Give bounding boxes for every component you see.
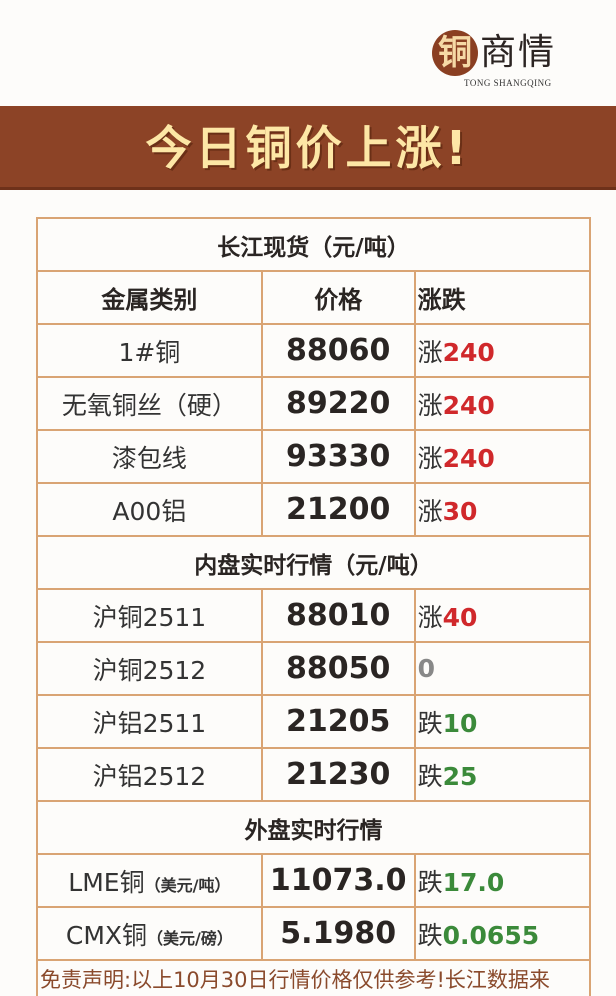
metal-name-text: LME铜 <box>68 867 145 897</box>
change-value: 240 <box>442 337 495 367</box>
column-header: 涨跌 <box>413 270 592 325</box>
metal-name-text: 漆包线 <box>111 443 187 473</box>
change-value: 240 <box>442 390 495 420</box>
metal-name-text: 沪铝2511 <box>92 708 207 738</box>
table-row: 沪铝2511 21205 跌10 <box>36 694 592 749</box>
change-value: 0 <box>417 654 436 683</box>
metal-name: 沪铝2512 <box>36 747 263 802</box>
section-title: 内盘实时行情（元/吨） <box>36 535 591 590</box>
change-direction: 涨 <box>417 496 443 526</box>
logo-pinyin: TONG SHANGQING <box>464 78 552 88</box>
change: 涨40 <box>413 588 592 643</box>
price: 21200 <box>260 482 416 537</box>
headline-title: 今日铜价上涨! <box>145 121 471 175</box>
change: 0 <box>413 641 592 696</box>
change-direction: 跌 <box>417 867 443 897</box>
disclaimer: 免责声明:以上10月30日行情价格仅供参考!长江数据来 <box>36 959 591 996</box>
metal-name-text: 无氧铜丝（硬） <box>61 390 237 420</box>
change-direction: 跌 <box>417 708 443 738</box>
metal-name: CMX铜（美元/磅） <box>36 906 263 961</box>
change-value: 240 <box>442 443 495 473</box>
table-row: 沪铜2512 88050 0 <box>36 641 592 696</box>
table-row: 1#铜 88060 涨240 <box>36 323 592 378</box>
change-direction: 跌 <box>417 920 443 950</box>
table-row: CMX铜（美元/磅） 5.1980 跌0.0655 <box>36 906 592 961</box>
change-value: 25 <box>442 761 478 791</box>
metal-name-text: 1#铜 <box>118 337 181 367</box>
metal-name: 沪铜2511 <box>36 588 263 643</box>
section-title: 外盘实时行情 <box>36 800 591 855</box>
headline-banner: 今日铜价上涨! <box>0 106 616 190</box>
change-direction: 涨 <box>417 602 443 632</box>
metal-name: 无氧铜丝（硬） <box>36 376 263 431</box>
table-row: 漆包线 93330 涨240 <box>36 429 592 484</box>
change-value: 40 <box>442 602 478 632</box>
metal-name: 1#铜 <box>36 323 263 378</box>
table-row: 沪铜2511 88010 涨40 <box>36 588 592 643</box>
metal-name: LME铜（美元/吨） <box>36 853 263 908</box>
change-direction: 涨 <box>417 337 443 367</box>
unit-label: （美元/吨） <box>144 875 231 895</box>
price: 88060 <box>260 323 416 378</box>
price: 21230 <box>260 747 416 802</box>
logo: 铜 商情 TONG SHANGQING <box>430 24 580 94</box>
metal-name: 漆包线 <box>36 429 263 484</box>
change: 涨30 <box>413 482 592 537</box>
section-title-row: 内盘实时行情（元/吨） <box>36 535 591 590</box>
unit-label: （美元/磅） <box>147 928 233 948</box>
change: 涨240 <box>413 429 592 484</box>
logo-name: 商情 <box>480 32 557 73</box>
change-direction: 跌 <box>417 761 443 791</box>
price: 89220 <box>260 376 416 431</box>
table-row: A00铝 21200 涨30 <box>36 482 592 537</box>
section-title-row: 长江现货（元/吨） <box>36 217 591 272</box>
price: 88050 <box>260 641 416 696</box>
section-title-row: 外盘实时行情 <box>36 800 591 855</box>
metal-name-text: 沪铝2512 <box>92 761 207 791</box>
section-title: 长江现货（元/吨） <box>36 217 591 272</box>
price: 5.1980 <box>260 906 416 961</box>
metal-name-text: 沪铜2511 <box>92 602 207 632</box>
change: 涨240 <box>413 323 592 378</box>
change-value: 0.0655 <box>442 920 540 950</box>
price: 21205 <box>260 694 416 749</box>
change: 跌17.0 <box>413 853 592 908</box>
metal-name-text: A00铝 <box>112 496 187 526</box>
change-direction: 涨 <box>417 390 443 420</box>
metal-name: 沪铝2511 <box>36 694 263 749</box>
metal-name-text: 沪铜2512 <box>92 655 207 685</box>
metal-name-text: CMX铜 <box>65 920 148 950</box>
change: 跌25 <box>413 747 592 802</box>
change: 涨240 <box>413 376 592 431</box>
price: 93330 <box>260 429 416 484</box>
change-value: 17.0 <box>442 867 505 897</box>
disclaimer-row: 免责声明:以上10月30日行情价格仅供参考!长江数据来 <box>36 959 591 996</box>
table-row: LME铜（美元/吨） 11073.0 跌17.0 <box>36 853 592 908</box>
metal-name: A00铝 <box>36 482 263 537</box>
logo-mark: 铜 <box>432 30 478 76</box>
metal-name: 沪铜2512 <box>36 641 263 696</box>
change-value: 10 <box>442 708 478 738</box>
price: 11073.0 <box>260 853 416 908</box>
column-header: 价格 <box>260 270 416 325</box>
price: 88010 <box>260 588 416 643</box>
change: 跌0.0655 <box>413 906 592 961</box>
column-header: 金属类别 <box>36 270 263 325</box>
table-row: 无氧铜丝（硬） 89220 涨240 <box>36 376 592 431</box>
table-row: 沪铝2512 21230 跌25 <box>36 747 592 802</box>
change: 跌10 <box>413 694 592 749</box>
price-table: 长江现货（元/吨） 金属类别 价格 涨跌 1#铜 88060 涨240 无氧铜丝（硬） 8922… <box>36 217 592 996</box>
change-value: 30 <box>442 496 478 526</box>
change-direction: 涨 <box>417 443 443 473</box>
header-row: 金属类别 价格 涨跌 <box>36 270 592 325</box>
